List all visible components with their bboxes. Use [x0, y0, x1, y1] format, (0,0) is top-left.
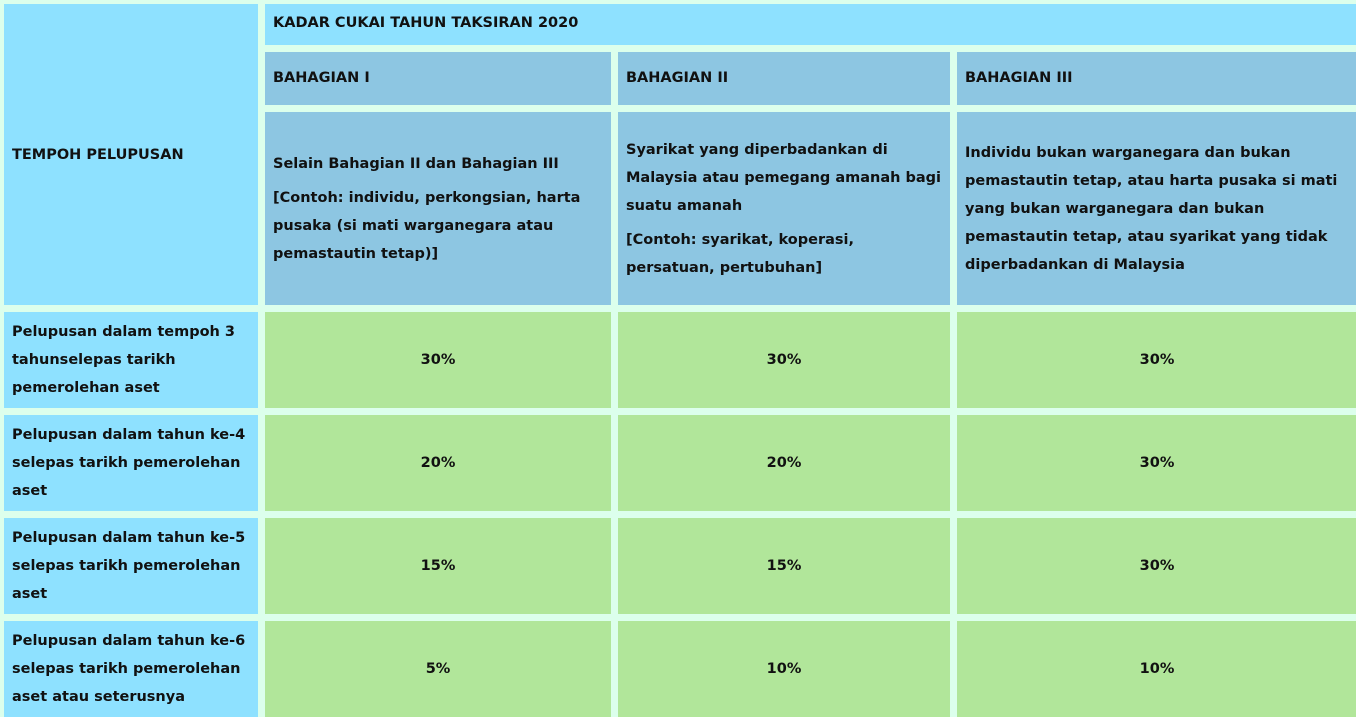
part-3-header: BAHAGIAN III: [957, 52, 1356, 105]
rate-cell: 30%: [957, 518, 1356, 614]
part-2-desc-text: Syarikat yang diperbadankan di Malaysia …: [626, 141, 942, 214]
rate-cell: 15%: [618, 518, 950, 614]
part-2-description: Syarikat yang diperbadankan di Malaysia …: [618, 112, 950, 305]
rate-cell: 10%: [618, 621, 950, 717]
rate-cell: 20%: [265, 415, 611, 511]
rate-cell: 30%: [618, 312, 950, 408]
rate-cell: 15%: [265, 518, 611, 614]
row-label: Pelupusan dalam tahun ke-4 selepas tarik…: [4, 415, 258, 511]
part-1-description: Selain Bahagian II dan Bahagian III [Con…: [265, 112, 611, 305]
rate-cell: 30%: [957, 415, 1356, 511]
table-title: KADAR CUKAI TAHUN TAKSIRAN 2020: [265, 4, 1356, 45]
rate-cell: 20%: [618, 415, 950, 511]
row-label: Pelupusan dalam tahun ke-6 selepas tarik…: [4, 621, 258, 717]
row-label: Pelupusan dalam tempoh 3 tahunselepas ta…: [4, 312, 258, 408]
tax-rate-table: TEMPOH PELUPUSAN KADAR CUKAI TAHUN TAKSI…: [4, 4, 1356, 717]
part-2-example: [Contoh: syarikat, koperasi, persatuan, …: [626, 231, 854, 276]
part-1-desc-text: Selain Bahagian II dan Bahagian III: [273, 155, 559, 172]
rate-cell: 5%: [265, 621, 611, 717]
part-3-description: Individu bukan warganegara dan bukan pem…: [957, 112, 1356, 305]
part-1-example: [Contoh: individu, perkongsian, harta pu…: [273, 189, 581, 262]
part-3-desc-text: Individu bukan warganegara dan bukan pem…: [965, 144, 1338, 273]
row-label: Pelupusan dalam tahun ke-5 selepas tarik…: [4, 518, 258, 614]
part-2-header: BAHAGIAN II: [618, 52, 950, 105]
part-1-header: BAHAGIAN I: [265, 52, 611, 105]
rate-cell: 30%: [957, 312, 1356, 408]
row-header-tempoh: TEMPOH PELUPUSAN: [4, 4, 258, 305]
rate-cell: 30%: [265, 312, 611, 408]
rate-cell: 10%: [957, 621, 1356, 717]
